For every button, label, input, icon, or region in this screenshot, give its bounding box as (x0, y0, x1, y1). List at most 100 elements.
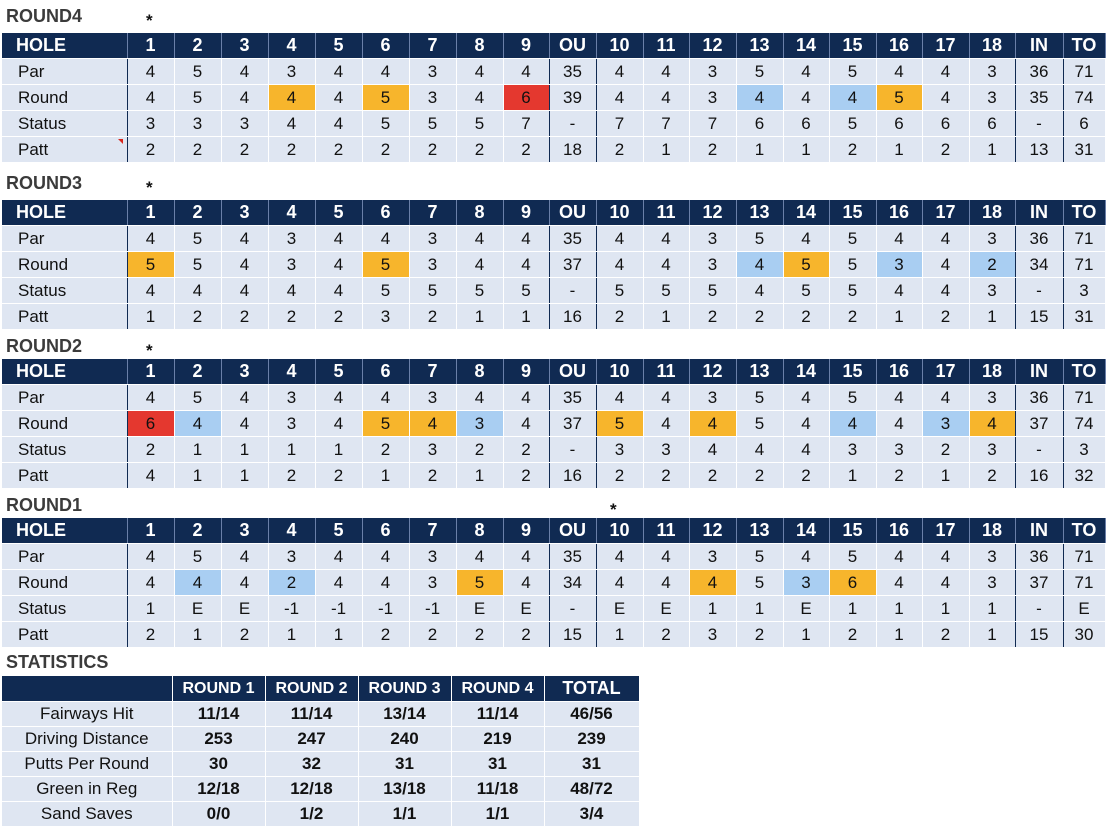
row-label: Patt (2, 462, 128, 489)
hole-header-cell: 7 (409, 200, 457, 226)
score-cell: 2 (736, 621, 784, 648)
score-cell: 4 (221, 569, 269, 596)
score-cell: 2 (596, 462, 644, 489)
score-cell: 4 (268, 84, 316, 111)
score-cell: 32 (1063, 462, 1106, 489)
score-cell: 2 (221, 621, 269, 648)
score-cell: 18 (549, 136, 597, 163)
scorecard-table: HOLE 1 2 3 4 5 6 7 8 9 OU 10 11 12 13 14 15 16 17 18 IN TO Par… (2, 200, 1106, 330)
score-row: Patt 2 2 2 2 2 2 2 2 2 18 2 1 2 1 1 2 1 2 1 13 31 (2, 136, 1106, 163)
score-cell: 2 (922, 436, 970, 463)
score-cell: 2 (362, 436, 410, 463)
score-cell: 2 (736, 462, 784, 489)
score-cell: 35 (549, 543, 597, 570)
score-row: Round 4 4 4 2 4 4 3 5 4 34 4 4 4 5 3 6 4 4 3 37 71 (2, 569, 1106, 596)
score-cell: 4 (362, 225, 410, 252)
hole-header-cell: 9 (503, 359, 550, 385)
statistics-table: ROUND 1 ROUND 2 ROUND 3 ROUND 4 TOTAL Fairway… (2, 676, 640, 827)
score-row: Status 3 3 3 4 4 5 5 5 7-7 7 7 6 6 5 6 6 6-6 (2, 110, 1106, 137)
hole-header-cell: OU (549, 518, 597, 544)
score-cell: 1 (922, 595, 970, 622)
score-row: Par 4 5 4 3 4 4 3 4 4 35 4 4 3 5 4 5 4 4 3 36 71 (2, 58, 1106, 85)
score-cell: 4 (596, 84, 644, 111)
score-cell: 4 (315, 410, 363, 437)
score-cell: 5 (362, 410, 410, 437)
statistics-header-cell: ROUND 2 (265, 676, 359, 702)
score-cell: 2 (315, 462, 363, 489)
hole-header-cell: 4 (268, 359, 316, 385)
score-cell: 71 (1063, 225, 1106, 252)
score-cell: 2 (268, 136, 316, 163)
hole-header-cell: IN (1015, 359, 1064, 385)
hole-header-cell: 7 (409, 518, 457, 544)
hole-header-cell: 4 (268, 518, 316, 544)
score-cell: 2 (829, 136, 877, 163)
score-cell: 3 (876, 436, 923, 463)
hole-header-cell: 9 (503, 200, 550, 226)
score-cell: 5 (362, 251, 410, 278)
row-label: Round (2, 84, 128, 111)
score-cell: 2 (268, 569, 316, 596)
score-cell: 4 (596, 569, 644, 596)
statistics-row: Green in Reg 12/18 12/18 13/18 11/18 48/72 (2, 776, 640, 802)
hole-header-cell: 8 (456, 200, 504, 226)
score-cell: 5 (174, 225, 222, 252)
score-cell: - (1015, 277, 1064, 304)
score-cell: 35 (549, 225, 597, 252)
hole-header-cell: 7 (409, 359, 457, 385)
score-cell: 36 (1015, 384, 1064, 411)
score-cell: 2 (174, 136, 222, 163)
score-cell: 4 (127, 384, 175, 411)
score-cell: 4 (456, 84, 504, 111)
score-cell: 2 (127, 621, 175, 648)
score-cell: 6 (969, 110, 1016, 137)
score-cell: 6 (829, 569, 877, 596)
score-cell: 3 (268, 225, 316, 252)
hole-header-cell: 15 (829, 200, 877, 226)
hole-header-cell: 5 (315, 518, 363, 544)
score-cell: 4 (221, 277, 269, 304)
score-cell: 1 (174, 621, 222, 648)
score-cell: 5 (876, 84, 923, 111)
score-cell: 4 (643, 410, 690, 437)
hole-header-cell: IN (1015, 33, 1064, 59)
score-cell: 5 (736, 384, 784, 411)
score-cell: 2 (829, 621, 877, 648)
score-cell: 4 (643, 569, 690, 596)
score-cell: 3 (409, 543, 457, 570)
score-cell: 5 (456, 277, 504, 304)
score-cell: 1 (362, 462, 410, 489)
hole-header-cell: 14 (783, 200, 830, 226)
score-cell: 2 (409, 303, 457, 330)
statistic-value: 11/18 (451, 776, 545, 802)
score-cell: - (1015, 436, 1064, 463)
score-cell: -1 (315, 595, 363, 622)
score-cell: 5 (503, 277, 550, 304)
statistic-value: 48/72 (544, 776, 640, 802)
score-cell: 31 (1063, 136, 1106, 163)
hole-header-cell: 3 (221, 33, 269, 59)
score-cell: 1 (689, 595, 737, 622)
statistic-label: Sand Saves (2, 801, 173, 827)
row-label: Status (2, 277, 128, 304)
score-cell: 4 (783, 543, 830, 570)
hole-header-cell: 5 (315, 200, 363, 226)
score-cell: E (783, 595, 830, 622)
score-cell: 5 (689, 277, 737, 304)
score-cell: 4 (127, 58, 175, 85)
hole-header-cell: 16 (876, 518, 923, 544)
score-cell: 4 (689, 569, 737, 596)
score-cell: 4 (221, 84, 269, 111)
score-cell: 4 (643, 384, 690, 411)
hole-header-cell: TO (1063, 359, 1106, 385)
score-cell: 16 (549, 303, 597, 330)
score-cell: 4 (596, 58, 644, 85)
score-cell: 2 (736, 303, 784, 330)
score-cell: 3 (969, 569, 1016, 596)
hole-header-cell: 6 (362, 518, 410, 544)
hole-header-cell: TO (1063, 200, 1106, 226)
hole-header-cell: 11 (643, 518, 690, 544)
score-cell: 2 (174, 303, 222, 330)
hole-header-cell: 2 (174, 359, 222, 385)
score-cell: 4 (127, 543, 175, 570)
